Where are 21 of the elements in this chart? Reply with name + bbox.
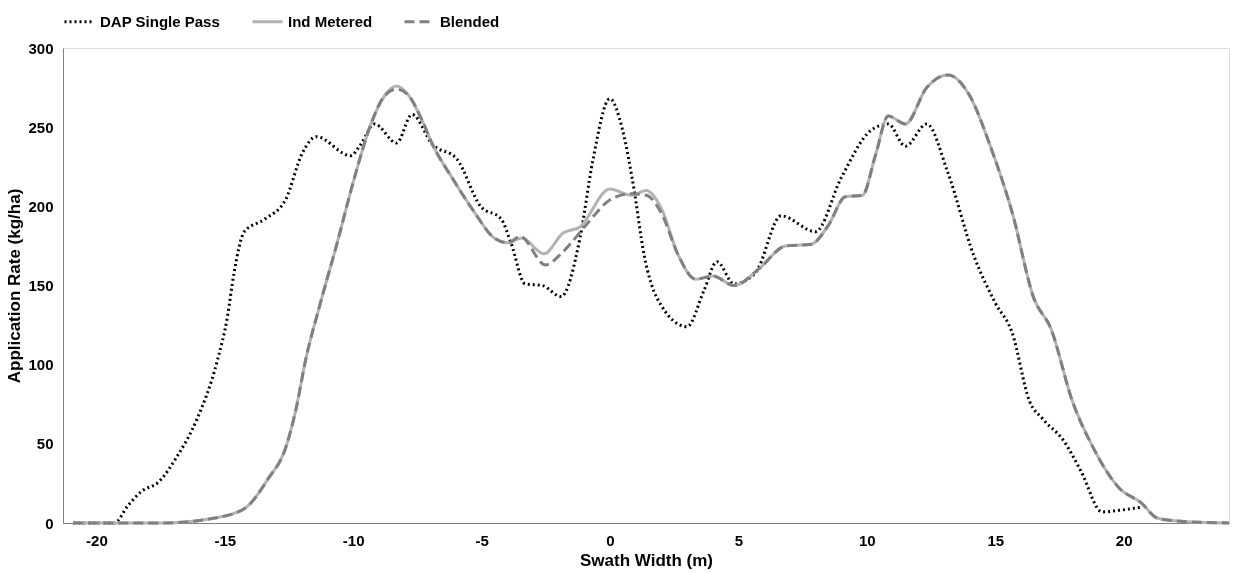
y-tick-label: 100	[28, 356, 54, 374]
x-axis-title: Swath Width (m)	[580, 550, 713, 570]
x-tick-label: -20	[86, 531, 108, 549]
x-tick-label: -10	[342, 531, 365, 549]
y-axis-title: Application Rate (kg/ha)	[5, 188, 25, 384]
x-tick-label: -5	[475, 531, 489, 549]
y-tick-label: 150	[28, 277, 54, 294]
legend-label: Blended	[440, 12, 500, 30]
y-tick-label: 300	[28, 39, 54, 57]
y-tick-label: 0	[45, 514, 54, 532]
x-tick-label: 5	[734, 531, 744, 549]
y-tick-label: 50	[36, 435, 54, 453]
x-tick-label: 10	[859, 531, 876, 549]
x-tick-label: -15	[214, 531, 237, 549]
legend-label: Ind Metered	[288, 12, 373, 30]
y-tick-label: 200	[28, 197, 54, 215]
x-tick-label: 15	[987, 531, 1005, 549]
legend-label: DAP Single Pass	[100, 12, 220, 30]
x-tick-label: 20	[1115, 531, 1133, 549]
x-tick-label: 0	[606, 531, 615, 549]
y-tick-label: 250	[28, 118, 54, 136]
